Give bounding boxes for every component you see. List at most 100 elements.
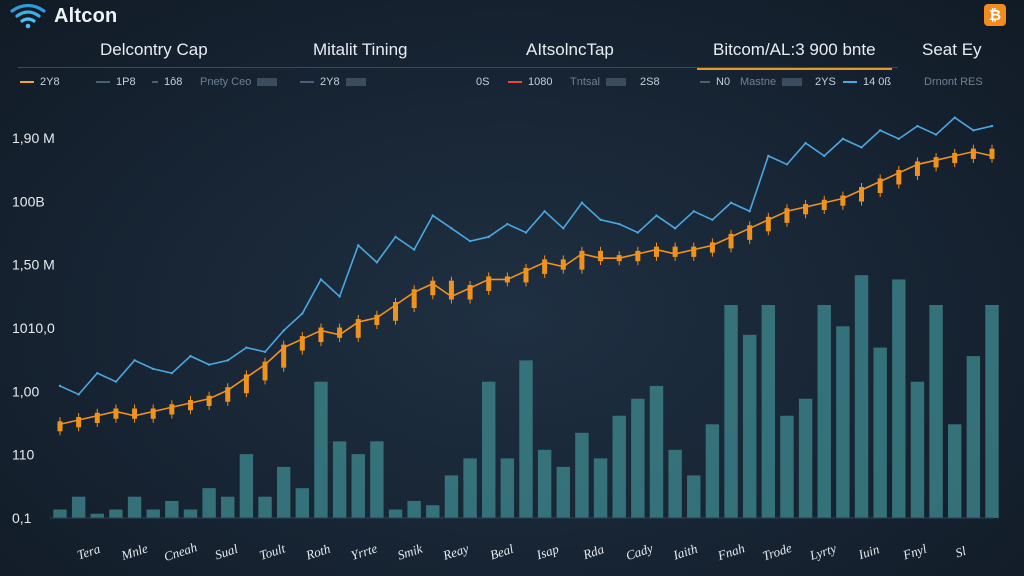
legend-swatch [20, 81, 34, 83]
price-point [301, 312, 304, 315]
price-point [655, 214, 658, 217]
volume-bar [407, 500, 421, 518]
legend-item[interactable]: N0 [700, 76, 730, 88]
legend-label: Mastne [740, 76, 777, 88]
legend-item[interactable]: Mastne [740, 76, 803, 88]
legend-block [345, 78, 366, 86]
volume-bar [351, 454, 365, 518]
candle-body [672, 246, 678, 257]
legend: 2Y8 1P8 1ô8 Pnety Ceo 2Y8 0S 1080 Tntsal… [0, 76, 1024, 96]
legend-item[interactable]: Drnont RES [924, 76, 983, 88]
legend-item[interactable]: 1080 [508, 76, 552, 88]
volume-bar [463, 458, 477, 518]
candle-body [411, 289, 417, 308]
app-logo[interactable]: Altcon [6, 2, 117, 30]
x-tick-label: Sual [213, 541, 240, 563]
legend-swatch [508, 81, 522, 83]
legend-label: 14 0ß [863, 76, 892, 88]
tab-aitsolnctap[interactable]: AItsolncTap [526, 40, 614, 59]
price-point [226, 359, 229, 362]
volume-bar [910, 381, 925, 518]
price-point [636, 231, 640, 234]
volume-bar [258, 496, 272, 518]
volume-bar [332, 441, 347, 518]
x-tick-label: Iaith [670, 541, 699, 563]
candle-body [616, 255, 622, 262]
x-tick-label: Smik [396, 541, 425, 563]
price-point [263, 350, 267, 354]
tab-bitcom-al3[interactable]: Bitcom/AL:3 900 bnte [697, 40, 892, 70]
legend-item[interactable]: 1P8 [96, 76, 136, 88]
candle-body [374, 314, 380, 326]
tab-mitalit-tining[interactable]: Mitalit Tining [313, 40, 408, 59]
legend-item[interactable]: 14 0ß [843, 76, 891, 88]
price-point [562, 227, 565, 230]
candle-body [430, 280, 436, 296]
legend-item[interactable]: 2Y8 [300, 76, 366, 88]
legend-item[interactable]: 2Y8 [20, 76, 60, 88]
price-point [96, 371, 99, 375]
price-point [282, 329, 285, 332]
legend-item[interactable]: Pnety Ceo [200, 76, 278, 88]
candle-body [113, 408, 119, 419]
price-point [412, 248, 416, 251]
x-tick-label: Sl [953, 543, 968, 561]
candle-body [821, 199, 827, 211]
legend-swatch [843, 81, 857, 83]
price-point [729, 201, 733, 204]
legend-item[interactable]: 2YS [815, 76, 836, 88]
candle-body [728, 233, 734, 249]
legend-item[interactable]: Tntsal [570, 76, 626, 88]
tab-bar: Delcontry Cap Mitalit Tining AItsolncTap… [0, 40, 1024, 70]
tab-seat-ey[interactable]: Seat Ey [922, 40, 982, 59]
volume-bar [854, 275, 869, 518]
candle-body [989, 148, 995, 159]
candle-body [598, 250, 604, 262]
price-point [524, 231, 528, 234]
legend-swatch [152, 81, 158, 83]
candle-body [635, 250, 641, 262]
bitcoin-icon[interactable]: ₿ [984, 4, 1006, 26]
candle-body [896, 169, 902, 185]
x-tick-label: Cneah [162, 539, 199, 564]
legend-item[interactable]: 2S8 [640, 76, 660, 88]
candle-body [877, 178, 883, 193]
legend-label: 2YS [815, 76, 836, 88]
volume-bar [612, 415, 626, 518]
price-point [152, 367, 155, 371]
legend-block [257, 78, 278, 86]
x-tick-label: Roth [303, 541, 332, 563]
legend-item[interactable]: 0S [476, 76, 489, 88]
price-point [785, 163, 789, 166]
price-line [59, 116, 993, 396]
price-point [487, 235, 490, 239]
legend-item[interactable]: 1ô8 [152, 76, 182, 88]
volume-bar [146, 509, 160, 518]
volume-bar [444, 475, 459, 518]
candle-body [281, 344, 287, 368]
legend-label: 2Y8 [320, 76, 340, 88]
price-point [58, 384, 62, 388]
candle-body [225, 387, 231, 402]
legend-label: Pnety Ceo [200, 76, 252, 88]
volume-bar [370, 441, 384, 518]
legend-block [782, 78, 803, 86]
candle-body [94, 412, 100, 424]
price-point [841, 137, 845, 141]
candle-body [933, 157, 939, 168]
y-tick-label: 1,00 [12, 383, 39, 399]
volume-bar [388, 509, 403, 518]
price-point [189, 354, 192, 358]
top-bar: Altcon ₿ [0, 0, 1024, 34]
volume-bar [817, 305, 831, 518]
price-point [878, 129, 882, 132]
candle-body [859, 186, 865, 202]
wifi-signal-icon [10, 3, 46, 29]
candle-body [393, 302, 399, 321]
legend-swatch [700, 81, 710, 83]
tab-delcontry-cap[interactable]: Delcontry Cap [100, 40, 208, 59]
y-tick-label: 0,1 [12, 510, 32, 526]
volume-bar [649, 385, 664, 518]
price-point [748, 210, 751, 213]
